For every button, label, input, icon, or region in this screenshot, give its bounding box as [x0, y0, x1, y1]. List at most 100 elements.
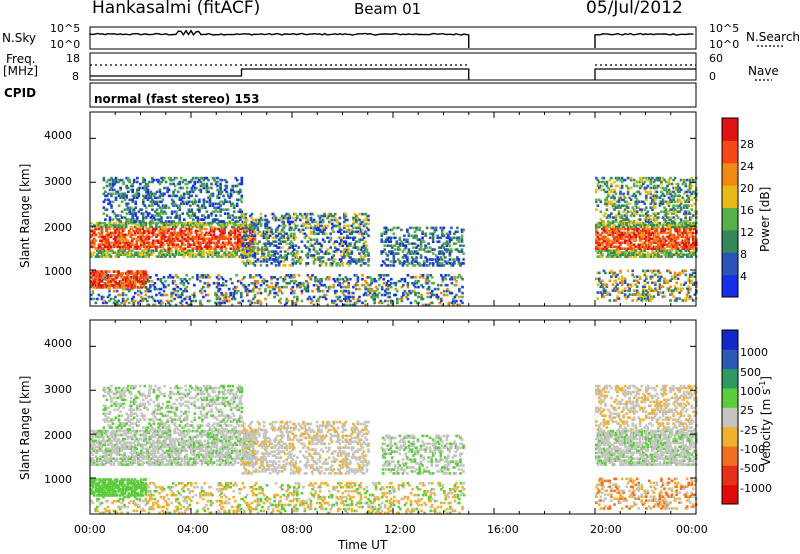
power-cell	[177, 251, 181, 254]
power-cell	[173, 255, 176, 258]
power-cell	[623, 196, 627, 200]
power-cell	[114, 255, 117, 258]
power-cell	[386, 228, 389, 232]
power-cell	[100, 251, 104, 254]
power-cell	[197, 249, 201, 252]
power-cell	[117, 204, 121, 207]
power-cell	[233, 255, 237, 258]
power-cell	[146, 188, 150, 192]
power-cell	[446, 283, 449, 287]
power-cell	[123, 243, 126, 247]
power-cell	[190, 237, 193, 241]
power-cell	[224, 291, 228, 295]
power-cell	[229, 241, 232, 245]
power-cell	[197, 233, 201, 237]
power-cell	[178, 214, 181, 217]
power-cell	[103, 249, 107, 252]
power-cell	[203, 245, 207, 249]
power-cell	[91, 233, 95, 237]
power-cell	[455, 283, 458, 287]
power-cell	[127, 243, 131, 247]
power-cell	[416, 252, 420, 255]
power-cell	[188, 251, 192, 254]
power-cell	[229, 247, 232, 250]
power-cell	[265, 279, 269, 283]
power-cell	[327, 276, 331, 279]
power-cell	[162, 231, 166, 235]
power-cell	[288, 264, 292, 267]
power-cell	[296, 295, 299, 299]
power-cell	[338, 222, 342, 226]
power-cell	[156, 277, 160, 281]
power-cell	[108, 270, 111, 273]
power-cell	[456, 226, 459, 230]
power-cell	[431, 252, 435, 255]
freq-tick-bottom: 8	[72, 70, 79, 83]
power-cell	[232, 225, 235, 229]
power-cell	[453, 258, 456, 261]
power-cell	[199, 245, 202, 249]
power-cell	[156, 239, 160, 243]
power-cell	[229, 221, 232, 225]
power-cell	[182, 231, 185, 235]
power-cell	[149, 229, 152, 233]
power-cell	[149, 289, 152, 293]
power-cell	[123, 241, 126, 245]
power-cell	[100, 229, 104, 233]
power-cell	[138, 229, 142, 233]
power-cell	[124, 221, 128, 225]
power-cell	[202, 221, 205, 225]
power-cell	[185, 233, 188, 237]
power-cell	[421, 274, 425, 277]
power-cell	[126, 241, 129, 245]
power-cell	[367, 234, 370, 238]
power-cell	[222, 208, 225, 211]
power-cell	[117, 245, 120, 249]
power-cell	[174, 235, 178, 239]
power-cell	[108, 221, 111, 225]
power-cell	[187, 233, 190, 237]
power-cell	[196, 249, 199, 252]
power-cell	[129, 251, 132, 254]
power-cell	[215, 221, 219, 225]
power-cell	[194, 221, 198, 225]
power-cell	[102, 237, 105, 241]
power-cell	[226, 208, 230, 211]
power-cell	[162, 289, 166, 293]
power-cell	[108, 255, 111, 258]
power-cell	[224, 283, 228, 287]
power-cell	[196, 245, 199, 249]
power-cell	[112, 270, 116, 273]
power-cell	[458, 295, 461, 299]
power-cell	[183, 237, 187, 241]
power-cell	[235, 241, 238, 245]
power-cell	[170, 241, 173, 245]
power-cell	[170, 210, 174, 213]
power-cell	[155, 235, 158, 239]
power-cell	[237, 245, 240, 249]
power-cell	[214, 214, 218, 217]
power-cell	[160, 216, 163, 219]
power-cell	[253, 234, 257, 238]
power-cell	[285, 285, 288, 289]
power-cell	[243, 227, 246, 231]
nsky-label: N.Sky	[2, 31, 37, 45]
power-cell	[338, 281, 342, 285]
power-cell	[229, 237, 232, 241]
power-cell	[159, 249, 163, 252]
power-cell	[221, 253, 225, 256]
power-cell	[230, 255, 234, 258]
power-cell	[130, 239, 134, 243]
power-cell	[133, 247, 137, 250]
power-cell	[197, 243, 201, 247]
power-cell	[109, 231, 113, 235]
power-cell	[161, 221, 164, 225]
power-cell	[114, 295, 117, 299]
power-cell	[117, 299, 120, 303]
power-cell	[147, 221, 151, 225]
power-cell	[90, 235, 93, 239]
power-cell	[105, 253, 108, 256]
power-cell	[150, 225, 154, 229]
power-cell	[454, 242, 458, 245]
power-cell	[120, 216, 124, 219]
